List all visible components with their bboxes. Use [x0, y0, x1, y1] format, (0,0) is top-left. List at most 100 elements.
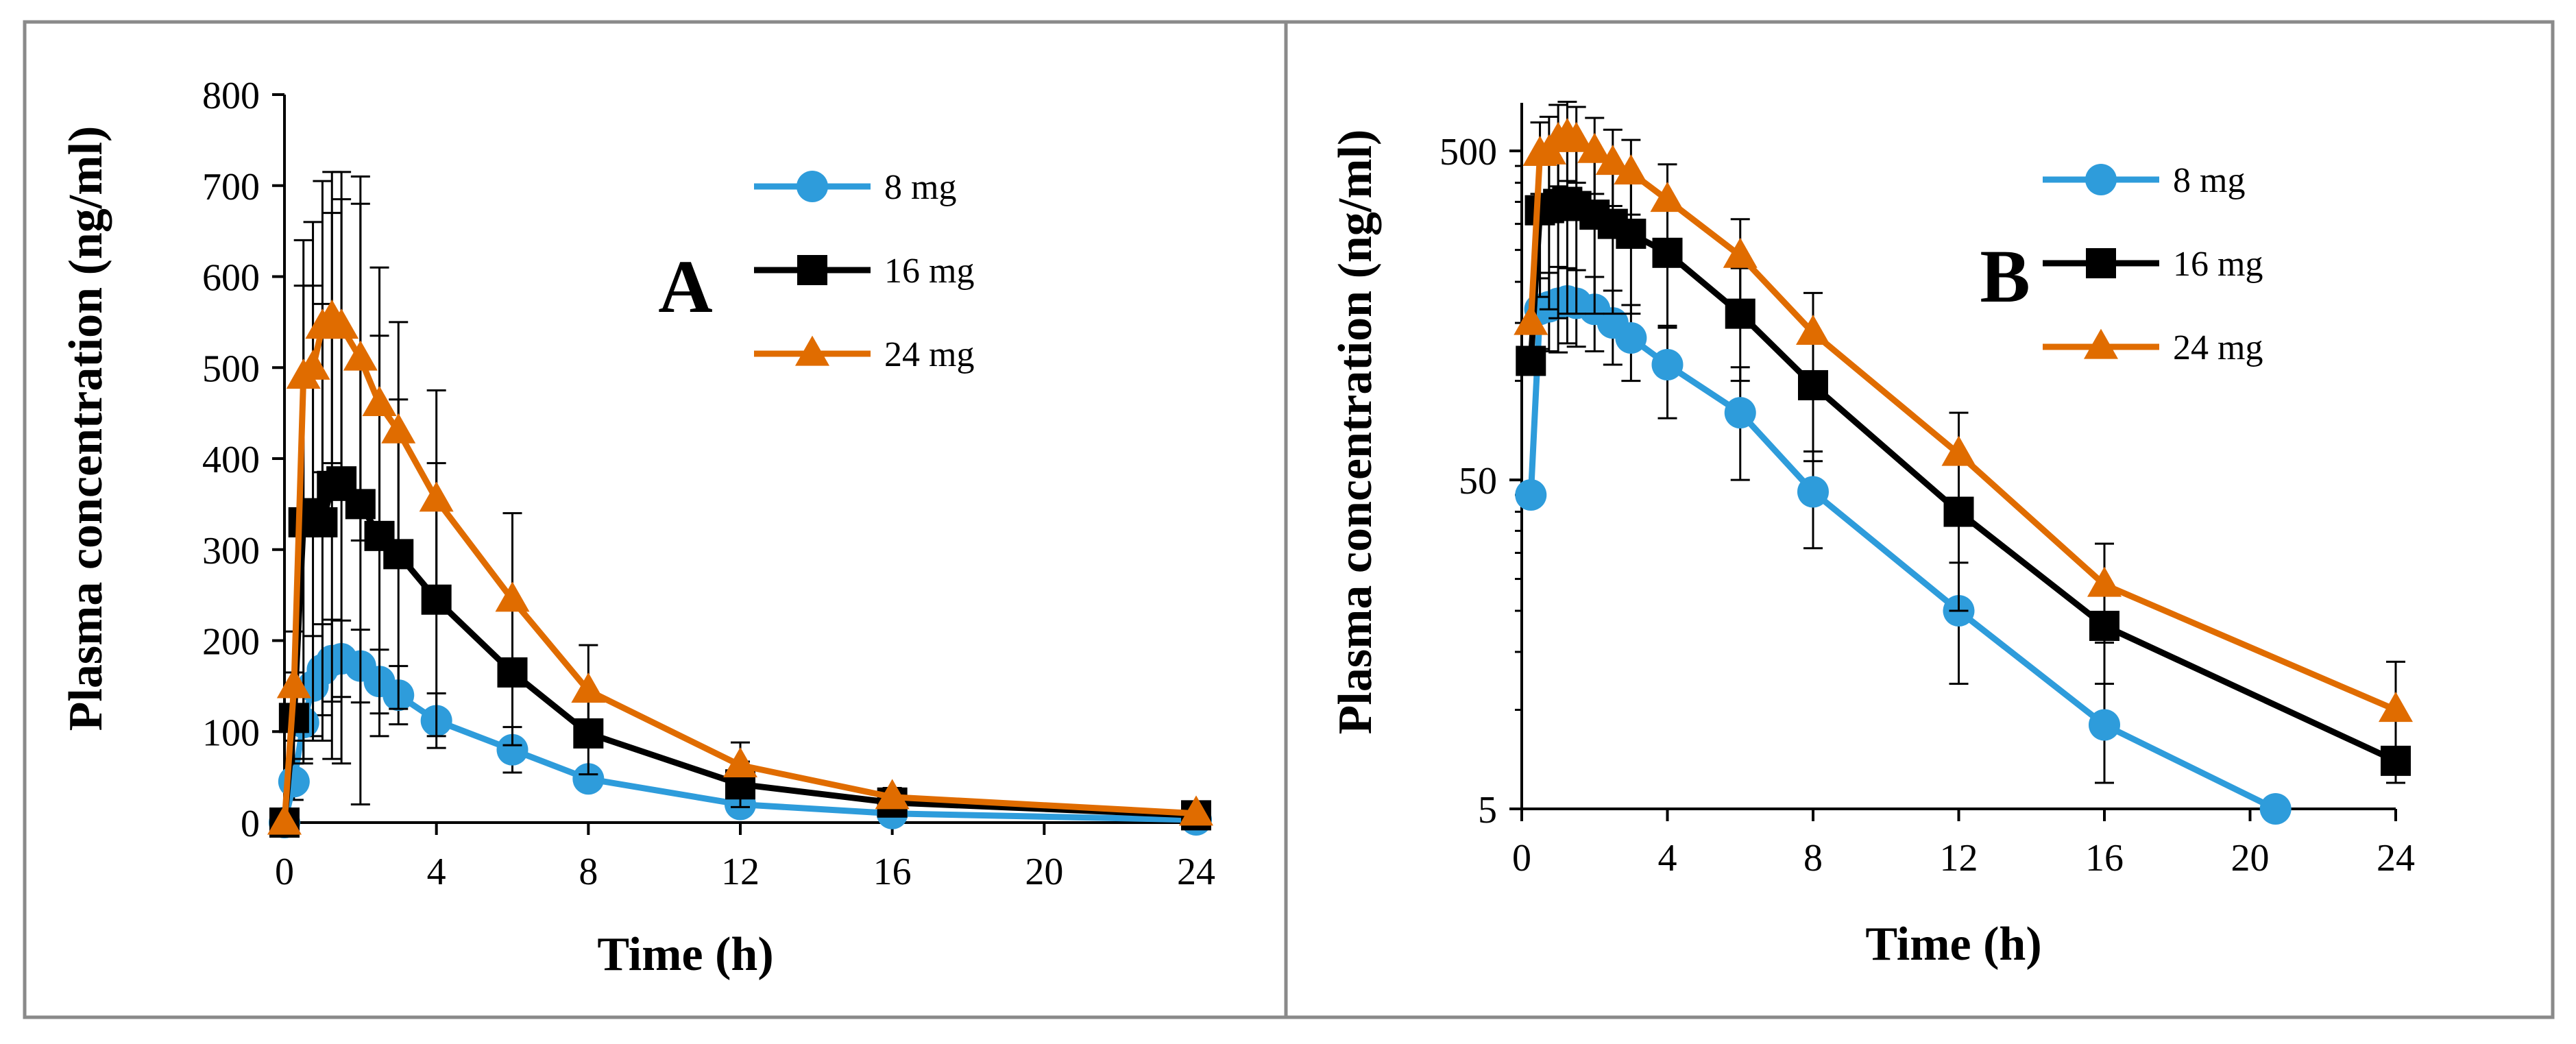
- panel-a-data-point-24-mg: [362, 385, 397, 416]
- panel-b-data-point-8-mg: [1515, 479, 1547, 511]
- panel-a-axes: 0 100 200 300 400 500 600 700 800 0 4 8 12 16 20 24: [202, 75, 1215, 893]
- panel-a-legend-label: 24 mg: [884, 335, 974, 374]
- panel-b-x-tick-label: 12: [1940, 837, 1978, 879]
- panel-b-x-tick-label: 24: [2377, 837, 2415, 879]
- panel-b-data-point-24-mg: [1577, 132, 1612, 163]
- panel-b-legend-label: 24 mg: [2173, 328, 2263, 367]
- panel-b: B Time (h) Plasma concentration (ng/ml) …: [1329, 101, 2415, 971]
- panel-a-data-point-24-mg: [875, 779, 910, 810]
- panel-a-y-tick-label: 500: [202, 348, 260, 390]
- panel-b-x-tick-label: 20: [2231, 837, 2270, 879]
- panel-b-data-point-8-mg: [1651, 348, 1684, 380]
- panel-a-legend-marker: [795, 335, 829, 366]
- panel-a-series-24-mg: [267, 171, 1213, 835]
- panel-b-label: B: [1980, 234, 2030, 318]
- panel-b-y-axis-title: Plasma concentration (ng/ml): [1329, 130, 1382, 735]
- panel-b-data-point-24-mg: [1941, 435, 1976, 466]
- panel-b-data-point-8-mg: [1724, 397, 1756, 429]
- panel-a-y-axis-title: Plasma concentration (ng/ml): [60, 126, 112, 731]
- panel-a-label: A: [658, 245, 712, 328]
- panel-b-data-point-24-mg: [1614, 154, 1649, 185]
- panel-a-data-point-16-mg: [307, 507, 338, 537]
- panel-a-x-tick-label: 20: [1025, 851, 1063, 893]
- panel-b-series-24-mg: [1514, 101, 2413, 784]
- figure-frame: [23, 20, 2555, 1019]
- panel-a-y-tick-label: 100: [202, 712, 260, 754]
- panel-a-data-point-24-mg: [495, 581, 530, 612]
- panel-a-data-point-8-mg: [572, 763, 605, 795]
- panel-a-y-tick-label: 0: [241, 803, 260, 845]
- panel-a-data-point-24-mg: [419, 481, 454, 512]
- panel-b-x-tick-label: 0: [1512, 837, 1531, 879]
- panel-a-data-point-24-mg: [276, 668, 311, 699]
- panel-a-legend-item-16-mg: 16 mg: [754, 252, 974, 291]
- panel-a-x-tick-label: 0: [275, 851, 294, 893]
- panel-a-data-point-24-mg: [381, 413, 416, 444]
- panel-b-data-point-24-mg: [2379, 692, 2413, 723]
- panel-b-data-point-8-mg: [2089, 709, 2120, 741]
- panel-a-legend-marker: [797, 255, 827, 285]
- panel-b-legend-item-16-mg: 16 mg: [2043, 245, 2263, 284]
- panel-b-y-tick-label: 5: [1478, 789, 1497, 831]
- panel-a-legend-label: 16 mg: [884, 252, 974, 291]
- panel-a-y-tick-label: 300: [202, 530, 260, 572]
- panel-b-data-point-8-mg: [1797, 476, 1829, 508]
- panel-b-y-tick-label: 50: [1459, 460, 1497, 502]
- panel-a-series: [267, 171, 1213, 838]
- panel-b-legend: 8 mg 16 mg 24 mg: [2043, 161, 2263, 367]
- panel-a-x-tick-label: 12: [721, 851, 760, 893]
- panel-b-data-point-24-mg: [1650, 182, 1685, 213]
- panel-a-data-point-8-mg: [278, 766, 310, 798]
- panel-a: A Time (h) Plasma concentration (ng/ml) …: [60, 75, 1215, 981]
- panel-b-data-point-24-mg: [1559, 121, 1594, 152]
- panel-b-x-axis-title: Time (h): [1865, 918, 2041, 971]
- panel-a-data-point-24-mg: [324, 308, 359, 339]
- panel-b-legend-marker: [2084, 328, 2118, 359]
- panel-b-data-point-24-mg: [1514, 304, 1548, 335]
- panel-a-x-tick-label: 24: [1177, 851, 1215, 893]
- panel-b-legend-marker: [2086, 248, 2116, 278]
- panel-b-data-point-16-mg: [1516, 345, 1546, 376]
- panel-a-data-point-24-mg: [295, 349, 330, 380]
- panel-a-legend-item-8-mg: 8 mg: [754, 168, 956, 207]
- panel-a-x-tick-label: 8: [579, 851, 598, 893]
- panel-b-legend-item-8-mg: 8 mg: [2043, 161, 2245, 200]
- panel-a-legend-item-24-mg: 24 mg: [754, 335, 974, 374]
- panel-b-data-point-8-mg: [2259, 793, 2292, 825]
- panel-b-axes: 5 50 500 0 4 8 12 16 20 24: [1439, 103, 2415, 879]
- panel-a-data-point-24-mg: [571, 672, 606, 703]
- panel-a-y-tick-label: 600: [202, 257, 260, 300]
- panel-a-data-point-24-mg: [343, 340, 378, 371]
- panel-b-y-tick-label: 500: [1439, 131, 1497, 173]
- panel-a-data-point-16-mg: [383, 539, 414, 570]
- panel-a-data-point-24-mg: [267, 804, 302, 835]
- panel-a-y-tick-label: 400: [202, 439, 260, 481]
- panel-a-y-tick-label: 800: [202, 75, 260, 117]
- panel-b-x-tick-label: 4: [1658, 837, 1677, 879]
- panel-a-legend-label: 8 mg: [884, 168, 956, 207]
- panel-b-data-point-24-mg: [1595, 145, 1630, 175]
- panel-b-data-point-16-mg: [1616, 218, 1647, 249]
- panel-a-legend-marker: [797, 171, 828, 202]
- panel-b-data-point-24-mg: [1796, 315, 1830, 345]
- panel-b-series-line-16-mg: [1527, 199, 2397, 764]
- panel-a-y-tick-label: 700: [202, 166, 260, 208]
- panel-b-series-line-8-mg: [1527, 298, 2277, 812]
- panel-b-x-tick-label: 8: [1803, 837, 1823, 879]
- panel-a-data-point-24-mg: [1179, 795, 1213, 826]
- panel-b-legend-item-24-mg: 24 mg: [2043, 328, 2263, 367]
- panel-b-x-tick-label: 16: [2085, 837, 2124, 879]
- panel-b-data-point-24-mg: [2087, 566, 2122, 597]
- panel-a-x-tick-label: 4: [427, 851, 446, 893]
- panel-a-data-point-24-mg: [723, 746, 757, 777]
- panel-b-legend-label: 8 mg: [2173, 161, 2245, 200]
- panel-a-legend: 8 mg 16 mg 24 mg: [754, 168, 974, 374]
- panel-b-data-point-8-mg: [1615, 322, 1647, 354]
- panel-a-x-axis-title: Time (h): [597, 928, 773, 981]
- panel-b-legend-marker: [2085, 164, 2117, 195]
- panel-a-y-tick-label: 200: [202, 621, 260, 664]
- panel-b-series: [1514, 101, 2413, 825]
- panel-a-x-tick-label: 16: [873, 851, 912, 893]
- panel-a-data-point-8-mg: [496, 733, 528, 766]
